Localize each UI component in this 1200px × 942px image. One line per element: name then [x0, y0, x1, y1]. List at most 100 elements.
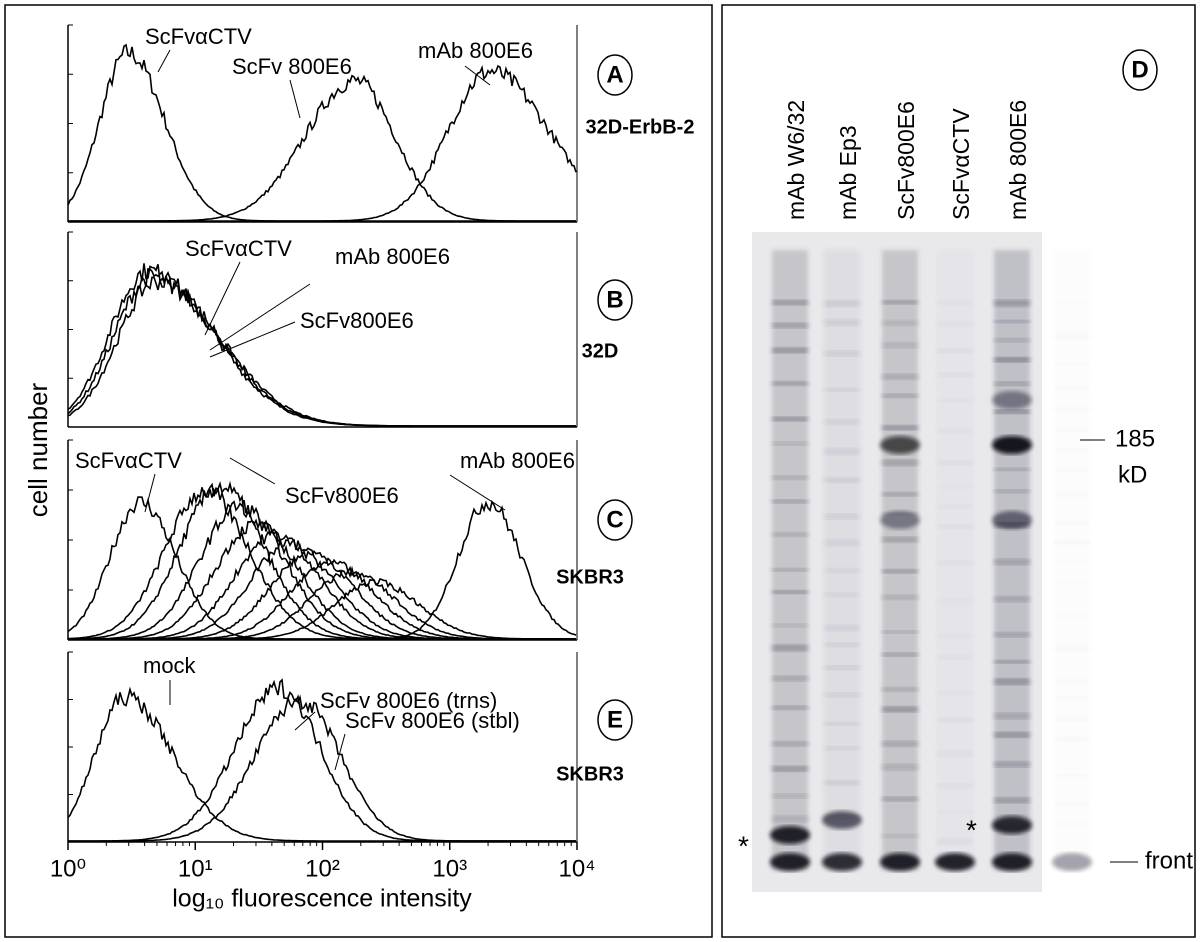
curve-label: ScFv 800E6 (trns) [320, 688, 497, 713]
band [937, 399, 973, 402]
band [772, 381, 808, 386]
x-tick-label: 10¹ [178, 855, 213, 882]
gel: mAb W6/32 mAb Ep3 ScFv800E6 ScFvαCTV mAb 800… [738, 49, 1193, 892]
band [772, 322, 808, 329]
histogram-curve [68, 74, 576, 222]
right-frame [721, 4, 1196, 938]
histogram-curve [68, 694, 576, 842]
band [824, 419, 860, 425]
band [824, 300, 860, 307]
panel-letter: C [606, 506, 623, 533]
cell-line: 32D-ErbB-2 [586, 116, 695, 138]
band [992, 816, 1032, 834]
band [994, 678, 1030, 685]
band [824, 642, 860, 647]
band [937, 373, 973, 377]
band [882, 687, 918, 692]
band [882, 320, 918, 326]
band [772, 532, 808, 537]
band [882, 300, 918, 305]
band [822, 811, 862, 829]
curve-label: ScFv 800E6 [232, 54, 352, 79]
panel-letter: D [1131, 56, 1148, 83]
band [772, 644, 808, 652]
band [772, 623, 808, 628]
band [772, 499, 808, 504]
band [1054, 559, 1090, 563]
band [1054, 448, 1090, 451]
band [994, 596, 1030, 602]
leader-line [144, 473, 156, 513]
band [937, 655, 973, 660]
histograms: 10⁰ 10¹ 10² 10³ 10⁴ ScFvαCTV ScFv 800E6 mAb 800… [50, 24, 695, 883]
band [937, 321, 973, 327]
band [1054, 645, 1090, 652]
band [772, 793, 808, 799]
x-tick-label: 10³ [432, 855, 467, 882]
band [882, 594, 918, 600]
band [882, 393, 918, 399]
cell-line: SKBR3 [556, 566, 624, 588]
band [994, 558, 1030, 566]
band [772, 568, 808, 572]
marker-unit: kD [1118, 461, 1147, 488]
band [1054, 677, 1090, 684]
band [1054, 697, 1090, 701]
band [937, 300, 973, 306]
band [772, 416, 808, 422]
curve-label: ScFv800E6 [285, 483, 399, 508]
histogram-curve [68, 518, 576, 640]
band [824, 665, 860, 670]
panel-circle [597, 54, 633, 96]
band [824, 319, 860, 326]
lane-label: mAb W6/32 [783, 100, 809, 220]
band [994, 731, 1030, 738]
lane-label: mAb 800E6 [1005, 100, 1031, 220]
leader-line [464, 65, 491, 86]
band [1054, 491, 1090, 497]
band [994, 300, 1030, 307]
panel-circle [1122, 49, 1158, 91]
band [937, 505, 973, 508]
lane [937, 250, 973, 870]
front-label: front [1145, 847, 1193, 874]
band [772, 590, 808, 595]
panel-letter: B [606, 286, 623, 313]
left-frame [4, 4, 713, 938]
band [824, 624, 860, 632]
band [882, 740, 918, 747]
band [937, 525, 973, 529]
y-axis-label: cell number [23, 382, 53, 517]
band [994, 381, 1030, 386]
band [882, 652, 918, 657]
histogram-curve [68, 538, 576, 640]
band [882, 630, 918, 634]
band [994, 632, 1030, 638]
band [937, 811, 973, 814]
band [882, 536, 918, 543]
leader-line [229, 457, 276, 485]
front-band [880, 853, 920, 871]
curve-label: ScFvαCTV [185, 236, 292, 261]
band [882, 492, 918, 497]
lane [772, 250, 808, 870]
leader-line [449, 474, 506, 511]
panel-circle [597, 499, 633, 541]
curve-label: mAb 800E6 [418, 38, 533, 63]
band [1054, 822, 1090, 826]
band [882, 425, 918, 431]
band [937, 348, 973, 354]
front-band [992, 853, 1032, 871]
asterisk: * [738, 830, 749, 861]
band [772, 741, 808, 747]
band [882, 459, 918, 466]
band [937, 717, 973, 723]
band [992, 511, 1032, 529]
band [994, 409, 1030, 415]
band [1054, 468, 1090, 472]
band [994, 338, 1030, 343]
band [824, 746, 860, 751]
histogram-curve [67, 267, 576, 427]
band [824, 477, 860, 483]
